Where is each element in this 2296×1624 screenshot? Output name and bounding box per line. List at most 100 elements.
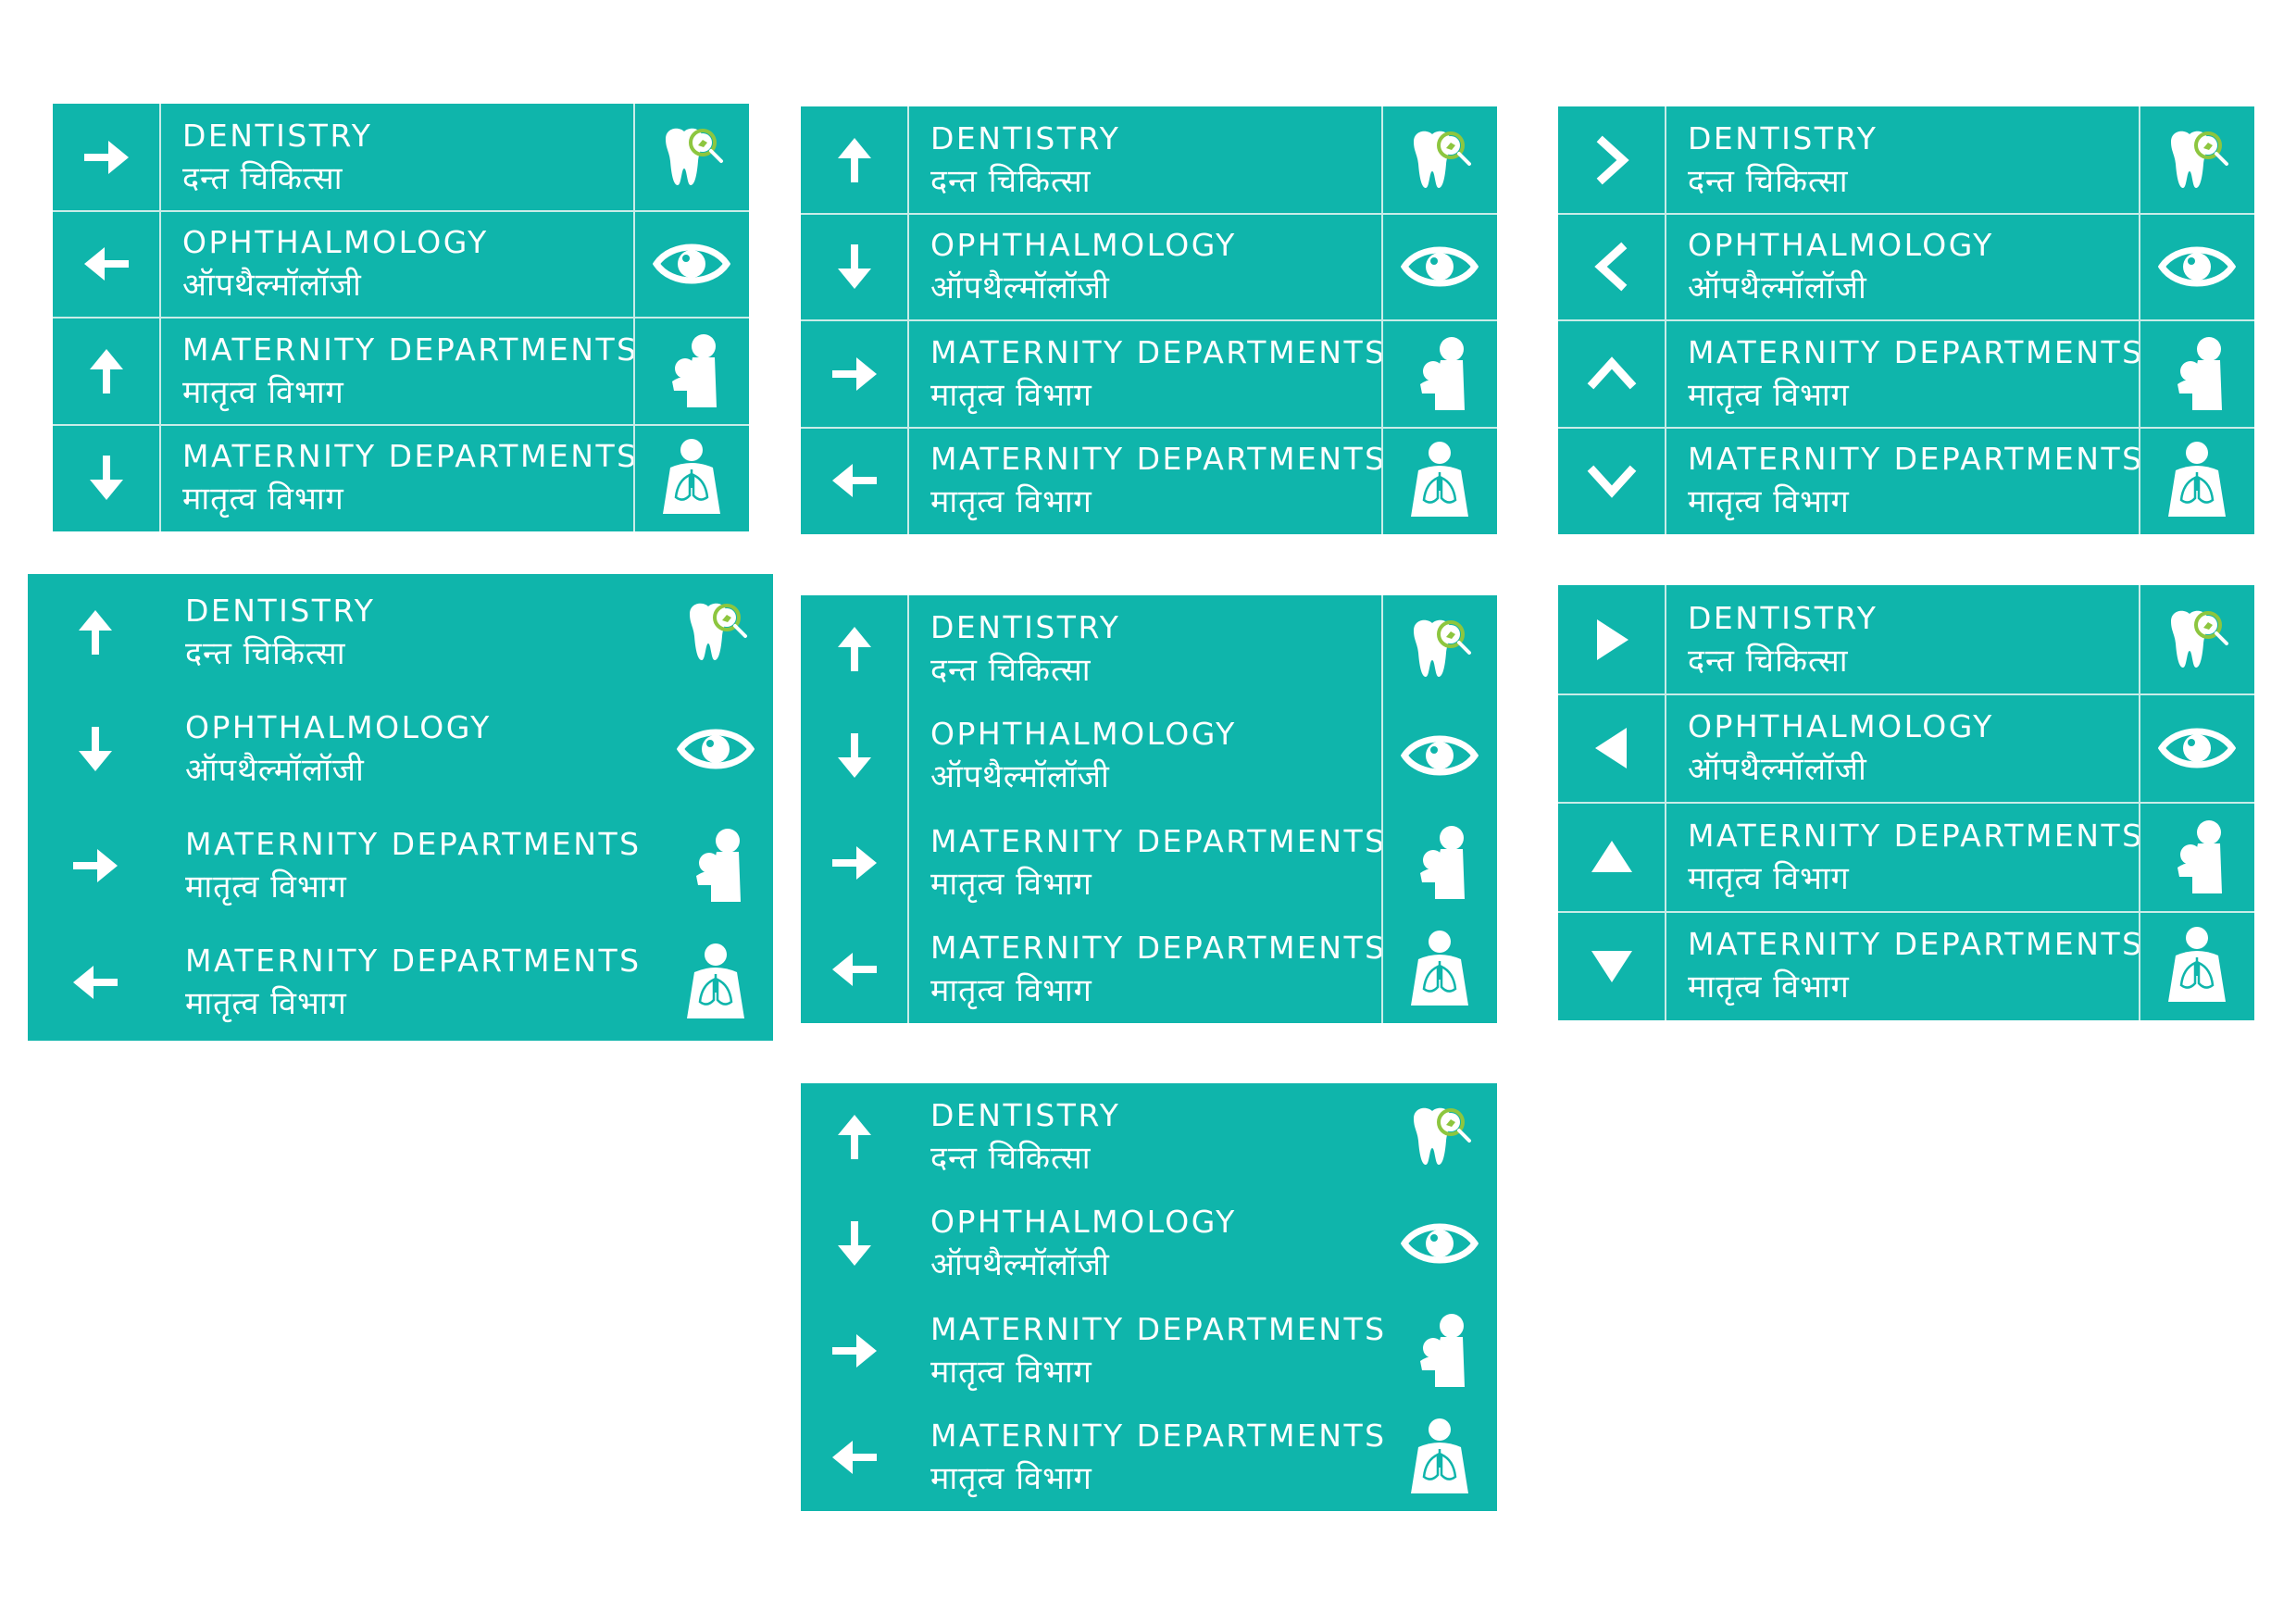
label-block: OPHTHALMOLOGY ऑपथैल्मॉलॉजी bbox=[182, 211, 489, 319]
sign-row-ophthalmology: OPHTHALMOLOGY ऑपथैल्मॉलॉजी bbox=[1558, 212, 2254, 321]
label-english: OPHTHALMOLOGY bbox=[1688, 708, 1994, 745]
tooth-magnifier-icon bbox=[1381, 595, 1497, 703]
eye-icon bbox=[1381, 214, 1497, 321]
label-hindi: ऑपथैल्मॉलॉजी bbox=[182, 267, 362, 305]
label-block: OPHTHALMOLOGY ऑपथैल्मॉलॉजी bbox=[1688, 694, 1994, 804]
sign-row-maternity: MATERNITY DEPARTMENTS मातृत्व विभाग bbox=[28, 807, 773, 924]
column-divider bbox=[1665, 106, 1666, 534]
label-block: DENTISTRY दन्त चिकित्सा bbox=[185, 574, 375, 691]
column-divider bbox=[1381, 595, 1383, 1023]
label-english: MATERNITY DEPARTMENTS bbox=[930, 1310, 1387, 1347]
label-block: MATERNITY DEPARTMENTS मातृत्व विभाग bbox=[930, 320, 1387, 428]
arrow-down-icon bbox=[801, 703, 907, 810]
sign-row-ophthalmology: OPHTHALMOLOGY ऑपथैल्मॉलॉजी bbox=[53, 209, 749, 319]
label-english: OPHTHALMOLOGY bbox=[930, 1204, 1237, 1241]
label-english: OPHTHALMOLOGY bbox=[930, 716, 1237, 753]
arrow-left-icon bbox=[28, 924, 162, 1041]
triangle-right-icon bbox=[1558, 585, 1665, 694]
label-block: DENTISTRY दन्त चिकित्सा bbox=[1688, 585, 1878, 694]
arrow-up-icon bbox=[28, 574, 162, 691]
label-hindi: दन्त चिकित्सा bbox=[930, 162, 1092, 200]
label-hindi: ऑपथैल्मॉलॉजी bbox=[930, 1246, 1110, 1284]
arrow-up-icon bbox=[801, 595, 907, 703]
label-english: MATERNITY DEPARTMENTS bbox=[930, 822, 1387, 859]
mother-child-icon bbox=[657, 807, 773, 924]
row-divider bbox=[801, 426, 1497, 429]
sign-row-dentistry: DENTISTRY दन्त चिकित्सा bbox=[801, 595, 1497, 703]
label-english: MATERNITY DEPARTMENTS bbox=[1688, 926, 2144, 963]
label-block: MATERNITY DEPARTMENTS मातृत्व विभाग bbox=[185, 924, 642, 1041]
sign-row-maternity: MATERNITY DEPARTMENTS मातृत्व विभाग bbox=[801, 809, 1497, 917]
label-english: MATERNITY DEPARTMENTS bbox=[930, 1418, 1387, 1455]
label-hindi: मातृत्व विभाग bbox=[930, 376, 1092, 414]
mother-child-icon bbox=[1381, 809, 1497, 917]
mother-child-icon bbox=[1381, 1297, 1497, 1405]
label-hindi: ऑपथैल्मॉलॉजी bbox=[1688, 751, 1867, 789]
label-block: MATERNITY DEPARTMENTS मातृत्व विभाग bbox=[930, 428, 1387, 535]
sign-row-maternity-lungs: MATERNITY DEPARTMENTS मातृत्व विभाग bbox=[1558, 910, 2254, 1021]
person-lungs-icon bbox=[2139, 428, 2254, 535]
sign-row-ophthalmology: OPHTHALMOLOGY ऑपथैल्मॉलॉजी bbox=[801, 1191, 1497, 1298]
triangle-left-icon bbox=[1558, 694, 1665, 804]
arrow-up-icon bbox=[801, 106, 907, 214]
label-hindi: ऑपथैल्मॉलॉजी bbox=[930, 269, 1110, 307]
label-hindi: दन्त चिकित्सा bbox=[182, 159, 343, 197]
sign-row-maternity: MATERNITY DEPARTMENTS मातृत्व विभाग bbox=[1558, 319, 2254, 428]
label-hindi: ऑपथैल्मॉलॉजी bbox=[185, 752, 365, 789]
label-block: MATERNITY DEPARTMENTS मातृत्व विभाग bbox=[185, 807, 642, 924]
sign-1: DENTISTRY दन्त चिकित्सा OPHTHALMOLOGY ऑप… bbox=[53, 104, 749, 531]
label-hindi: मातृत्व विभाग bbox=[930, 972, 1092, 1010]
person-lungs-icon bbox=[633, 425, 749, 532]
sign-row-maternity-lungs: MATERNITY DEPARTMENTS मातृत्व विभाग bbox=[53, 423, 749, 532]
arrow-down-icon bbox=[801, 214, 907, 321]
sign-row-dentistry: DENTISTRY दन्त चिकित्सा bbox=[1558, 106, 2254, 214]
eye-icon bbox=[633, 211, 749, 319]
person-lungs-icon bbox=[657, 924, 773, 1041]
column-divider bbox=[1665, 585, 1666, 1020]
arrow-right-icon bbox=[53, 104, 159, 211]
label-hindi: मातृत्व विभाग bbox=[1688, 483, 1850, 521]
label-block: MATERNITY DEPARTMENTS मातृत्व विभाग bbox=[1688, 320, 2144, 428]
column-divider bbox=[159, 104, 161, 531]
label-english: MATERNITY DEPARTMENTS bbox=[182, 331, 639, 368]
sign-row-dentistry: DENTISTRY दन्त चिकित्सा bbox=[801, 1083, 1497, 1191]
label-english: MATERNITY DEPARTMENTS bbox=[930, 333, 1387, 370]
label-block: MATERNITY DEPARTMENTS मातृत्व विभाग bbox=[930, 1297, 1387, 1405]
column-divider bbox=[1381, 106, 1383, 534]
label-hindi: मातृत्व विभाग bbox=[182, 373, 344, 411]
arrow-right-icon bbox=[28, 807, 162, 924]
eye-icon bbox=[657, 691, 773, 807]
label-english: DENTISTRY bbox=[1688, 119, 1878, 156]
label-english: DENTISTRY bbox=[185, 593, 376, 629]
person-lungs-icon bbox=[1381, 1405, 1497, 1512]
sign-row-maternity-lungs: MATERNITY DEPARTMENTS मातृत्व विभाग bbox=[801, 917, 1497, 1024]
row-divider bbox=[1558, 212, 2254, 215]
label-hindi: मातृत्व विभाग bbox=[1688, 376, 1850, 414]
mother-child-icon bbox=[2139, 803, 2254, 912]
label-block: MATERNITY DEPARTMENTS मातृत्व विभाग bbox=[1688, 912, 2144, 1021]
row-divider bbox=[53, 317, 749, 319]
column-divider bbox=[2139, 585, 2140, 1020]
row-divider bbox=[1558, 319, 2254, 321]
label-hindi: दन्त चिकित्सा bbox=[1688, 642, 1849, 680]
label-hindi: दन्त चिकित्सा bbox=[930, 651, 1092, 689]
tooth-magnifier-icon bbox=[2139, 585, 2254, 694]
label-block: DENTISTRY दन्त चिकित्सा bbox=[1688, 106, 1878, 214]
row-divider bbox=[53, 423, 749, 426]
label-hindi: मातृत्व विभाग bbox=[930, 1353, 1092, 1391]
label-english: MATERNITY DEPARTMENTS bbox=[182, 438, 639, 475]
label-block: DENTISTRY दन्त चिकित्सा bbox=[930, 106, 1120, 214]
sign-row-ophthalmology: OPHTHALMOLOGY ऑपथैल्मॉलॉजी bbox=[1558, 693, 2254, 804]
label-hindi: मातृत्व विभाग bbox=[930, 483, 1092, 521]
row-divider bbox=[1558, 426, 2254, 429]
arrow-down-icon bbox=[53, 425, 159, 532]
chevron-up-icon bbox=[1558, 320, 1665, 428]
sign-4: DENTISTRY दन्त चिकित्सा OPHTHALMOLOGY ऑप… bbox=[28, 574, 773, 1041]
sign-row-ophthalmology: OPHTHALMOLOGY ऑपथैल्मॉलॉजी bbox=[801, 212, 1497, 321]
triangle-up-icon bbox=[1558, 803, 1665, 912]
chevron-left-icon bbox=[1558, 214, 1665, 321]
label-english: DENTISTRY bbox=[182, 117, 373, 154]
label-block: DENTISTRY दन्त चिकित्सा bbox=[930, 1083, 1120, 1191]
sign-row-maternity-lungs: MATERNITY DEPARTMENTS मातृत्व विभाग bbox=[28, 924, 773, 1041]
sign-row-dentistry: DENTISTRY दन्त चिकित्सा bbox=[1558, 585, 2254, 694]
